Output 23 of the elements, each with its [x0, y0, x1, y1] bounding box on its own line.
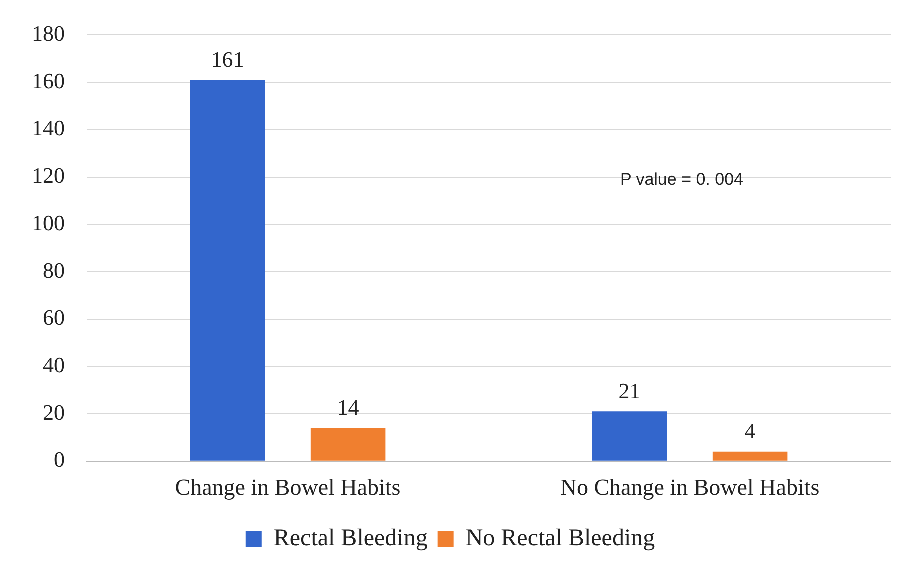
legend-label: No Rectal Bleeding — [466, 525, 656, 552]
y-tick-label: 180 — [32, 20, 65, 46]
x-tick-label: No Change in Bowel Habits — [560, 475, 820, 500]
y-tick-label: 160 — [32, 68, 65, 94]
bar — [592, 412, 668, 461]
data-label: 21 — [618, 378, 641, 404]
data-label: 4 — [744, 418, 756, 444]
bar — [310, 428, 386, 461]
bar — [712, 452, 788, 461]
annotation: P value = 0. 004 — [620, 170, 744, 189]
y-tick-label: 40 — [43, 352, 65, 378]
data-label: 14 — [337, 395, 360, 420]
data-label: 161 — [211, 46, 244, 72]
y-tick-label: 140 — [32, 116, 65, 141]
x-tick-label: Change in Bowel Habits — [175, 475, 401, 500]
y-tick-label: 20 — [43, 400, 65, 425]
y-tick-label: 80 — [43, 258, 65, 283]
legend-label: Rectal Bleeding — [274, 525, 428, 552]
y-tick-label: 60 — [43, 305, 65, 330]
bar — [190, 80, 266, 461]
y-tick-label: 120 — [32, 163, 65, 188]
y-tick-label: 0 — [54, 447, 65, 472]
y-tick-label: 100 — [32, 210, 65, 236]
